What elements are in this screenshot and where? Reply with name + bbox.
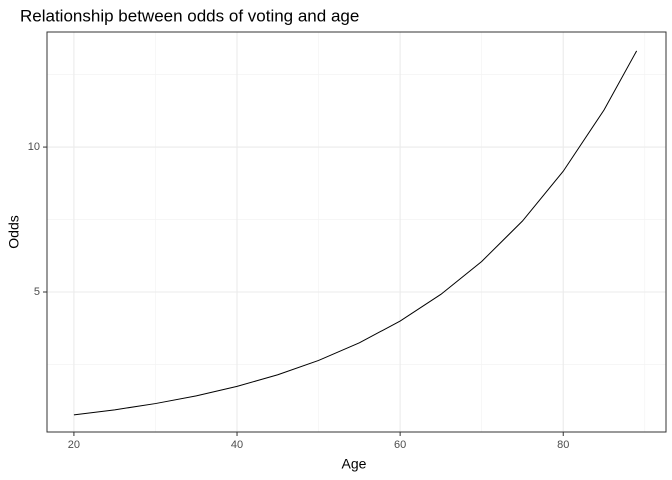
x-tick-label: 40 xyxy=(231,439,243,451)
chart-title: Relationship between odds of voting and … xyxy=(20,6,359,25)
y-tick-label: 10 xyxy=(28,141,40,153)
x-tick-label: 20 xyxy=(68,439,80,451)
y-tick-label: 5 xyxy=(34,286,40,298)
x-axis-title: Age xyxy=(342,456,367,472)
panel-border xyxy=(46,31,667,433)
x-tick-label: 60 xyxy=(394,439,406,451)
x-tick-label: 80 xyxy=(557,439,569,451)
line xyxy=(73,50,638,416)
y-axis-title: Odds xyxy=(6,215,22,248)
